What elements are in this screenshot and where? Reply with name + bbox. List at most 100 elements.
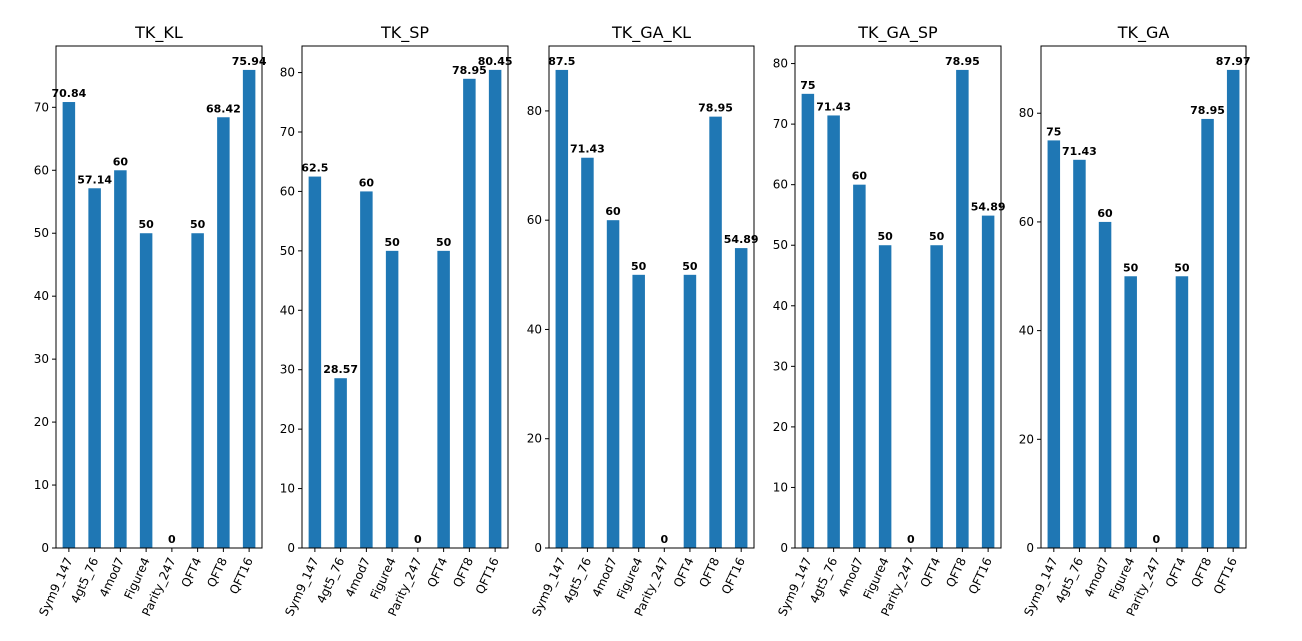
data-label: 50 bbox=[1174, 261, 1190, 274]
bar-QFT16 bbox=[734, 248, 748, 548]
chart-panel-1: 70.8457.14605005068.4275.940102030405060… bbox=[34, 23, 267, 618]
data-label: 54.89 bbox=[724, 233, 759, 246]
data-label: 0 bbox=[660, 533, 668, 546]
data-label: 57.14 bbox=[77, 173, 112, 186]
y-tick-label: 10 bbox=[34, 478, 49, 492]
x-tick-label: Sym9_147 bbox=[282, 555, 321, 618]
data-label: 70.84 bbox=[51, 87, 86, 100]
axes-frame bbox=[1040, 45, 1247, 549]
bar-4mod7 bbox=[606, 220, 620, 549]
data-label: 71.43 bbox=[816, 100, 851, 113]
bar-4mod7 bbox=[360, 191, 373, 548]
y-tick-label: 50 bbox=[773, 238, 788, 252]
y-tick-label: 60 bbox=[527, 213, 542, 227]
x-tick-label: QFT8 bbox=[696, 555, 722, 589]
bar-QFT16 bbox=[488, 69, 502, 548]
data-label: 60 bbox=[1097, 207, 1113, 220]
chart-panel-3: 87.5 71.43 60 50 0 50 78.95 54.89 0 20 40 60 80 Sym9_… bbox=[527, 23, 759, 618]
y-tick-label: 30 bbox=[280, 363, 295, 377]
data-label: 0 bbox=[1152, 533, 1160, 546]
bar-4gt5_76 bbox=[827, 115, 840, 548]
data-label: 50 bbox=[138, 218, 154, 231]
bar-4gt5_76 bbox=[88, 188, 101, 548]
bar-Figure4 bbox=[878, 245, 892, 548]
bar-4mod7 bbox=[1098, 221, 1112, 548]
bar-4mod7 bbox=[114, 170, 127, 548]
data-label: 0 bbox=[907, 533, 915, 546]
y-tick-label: 60 bbox=[1019, 215, 1034, 229]
bar-Figure4 bbox=[1124, 276, 1137, 548]
data-label: 0 bbox=[414, 533, 422, 546]
y-tick-label: 80 bbox=[527, 104, 542, 118]
y-tick-label: 0 bbox=[780, 541, 788, 555]
y-tick-label: 0 bbox=[534, 541, 542, 555]
y-tick-label: 80 bbox=[1019, 106, 1034, 120]
y-tick-label: 30 bbox=[34, 352, 49, 366]
data-label: 50 bbox=[384, 236, 400, 249]
y-tick-label: 10 bbox=[773, 480, 788, 494]
x-tick-label: Sym9_147 bbox=[775, 555, 814, 618]
y-tick-label: 60 bbox=[280, 184, 295, 198]
bar-QFT8 bbox=[1201, 118, 1214, 549]
data-label: 0 bbox=[168, 533, 176, 546]
x-tick-label: QFT8 bbox=[943, 555, 969, 589]
axes-frame bbox=[794, 45, 1002, 549]
y-tick-label: 0 bbox=[1026, 541, 1034, 555]
bar-QFT4 bbox=[1175, 276, 1189, 548]
y-tick-label: 50 bbox=[280, 244, 295, 258]
y-tick-label: 40 bbox=[34, 289, 49, 303]
y-tick-label: 80 bbox=[773, 57, 788, 71]
data-label: 50 bbox=[190, 218, 206, 231]
x-tick-label: QFT8 bbox=[204, 555, 230, 589]
x-tick-label: QFT4 bbox=[1163, 555, 1189, 589]
bar-QFT16 bbox=[981, 215, 995, 548]
data-label: 78.95 bbox=[698, 102, 733, 115]
data-label: 71.43 bbox=[570, 143, 605, 156]
x-tick-label: Sym9_147 bbox=[36, 555, 75, 618]
y-tick-label: 40 bbox=[773, 299, 788, 313]
chart-title: TK_GA bbox=[1117, 23, 1170, 43]
y-tick-label: 50 bbox=[34, 226, 49, 240]
data-label: 60 bbox=[605, 205, 621, 218]
axes-frame bbox=[548, 45, 755, 549]
data-label: 28.57 bbox=[323, 363, 358, 376]
y-tick-label: 0 bbox=[287, 541, 295, 555]
data-label: 50 bbox=[929, 230, 945, 243]
y-tick-label: 30 bbox=[773, 359, 788, 373]
chart-title: TK_GA_KL bbox=[611, 23, 691, 43]
x-tick-label: QFT4 bbox=[425, 555, 451, 589]
bar-4gt5_76 bbox=[581, 157, 594, 548]
bar-QFT8 bbox=[709, 116, 722, 549]
bar-QFT16 bbox=[1226, 69, 1240, 548]
bar-QFT4 bbox=[683, 274, 697, 548]
x-tick-label: QFT16 bbox=[1211, 555, 1240, 596]
y-tick-label: 0 bbox=[41, 541, 49, 555]
y-tick-label: 70 bbox=[34, 100, 49, 114]
data-label: 50 bbox=[1123, 261, 1139, 274]
x-tick-label: QFT4 bbox=[671, 555, 697, 589]
y-tick-label: 40 bbox=[527, 322, 542, 336]
x-tick-label: Sym9_147 bbox=[1021, 555, 1060, 618]
data-label: 71.43 bbox=[1062, 145, 1097, 158]
data-label: 60 bbox=[852, 170, 868, 183]
bar-Sym9_147 bbox=[801, 93, 815, 549]
data-label: 75 bbox=[800, 79, 815, 92]
y-tick-label: 60 bbox=[34, 163, 49, 177]
data-label: 80.45 bbox=[478, 55, 513, 68]
bar-4gt5_76 bbox=[1073, 159, 1086, 548]
y-tick-label: 20 bbox=[527, 432, 542, 446]
bar-QFT8 bbox=[217, 117, 230, 548]
bar-Figure4 bbox=[385, 250, 399, 548]
y-tick-label: 20 bbox=[1019, 432, 1034, 446]
x-tick-label: QFT16 bbox=[473, 555, 502, 596]
data-label: 87.5 bbox=[548, 55, 575, 68]
data-label: 54.89 bbox=[971, 201, 1006, 214]
bar-QFT4 bbox=[930, 245, 943, 548]
y-tick-label: 20 bbox=[34, 415, 49, 429]
y-tick-label: 40 bbox=[1019, 324, 1034, 338]
bar-QFT16 bbox=[242, 69, 256, 548]
chart-title: TK_SP bbox=[380, 23, 429, 43]
